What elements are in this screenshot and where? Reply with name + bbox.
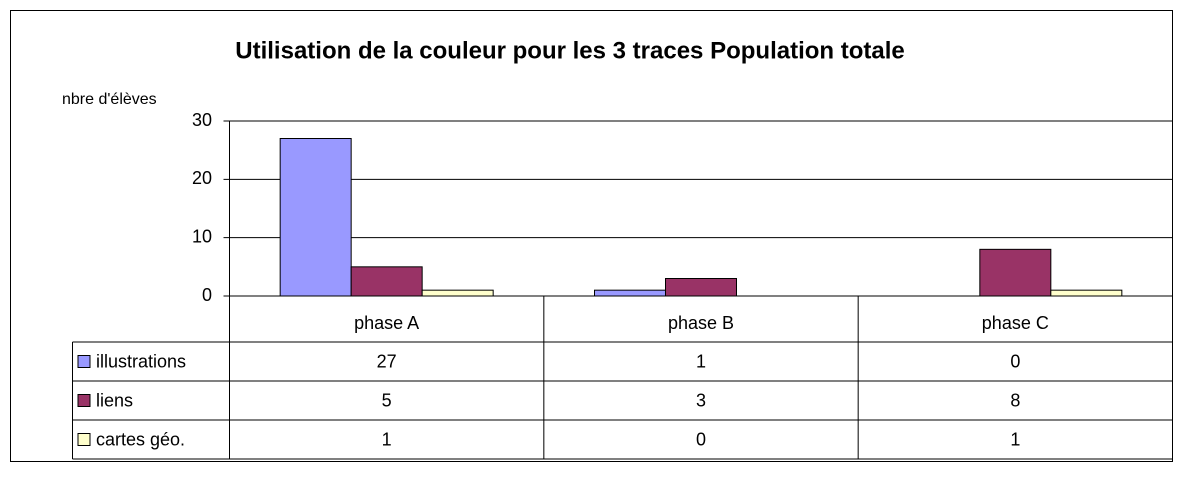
legend-swatch: [77, 433, 91, 446]
legend-swatch: [77, 394, 91, 407]
table-value: 1: [382, 429, 392, 449]
table-value: 5: [382, 390, 392, 410]
y-axis-label: nbre d'élèves: [62, 91, 157, 108]
y-tick-label: 10: [192, 226, 212, 246]
table-value: 0: [1010, 351, 1020, 371]
bar: [279, 138, 352, 297]
legend-label: illustrations: [96, 351, 186, 371]
legend-label: cartes géo.: [96, 429, 185, 449]
x-tick-label: phase B: [668, 313, 734, 333]
table-value: 27: [377, 351, 397, 371]
bar: [665, 278, 737, 297]
legend-swatch: [77, 355, 91, 368]
bar: [1050, 289, 1123, 297]
bar: [979, 248, 1052, 297]
x-tick-label: phase A: [354, 313, 419, 333]
y-tick-label: 20: [192, 168, 212, 188]
chart-title: Utilisation de la couleur pour les 3 tra…: [235, 37, 904, 64]
bar: [594, 289, 666, 297]
table-value: 1: [1010, 429, 1020, 449]
chart-frame: [10, 10, 1173, 462]
y-tick-label: 0: [202, 285, 212, 305]
legend-label: liens: [96, 390, 133, 410]
bar: [421, 289, 494, 297]
table-value: 1: [696, 351, 706, 371]
x-tick-label: phase C: [982, 313, 1049, 333]
table-value: 3: [696, 390, 706, 410]
table-value: 0: [696, 429, 706, 449]
y-tick-label: 30: [192, 110, 212, 130]
table-value: 8: [1010, 390, 1020, 410]
bar: [350, 266, 423, 297]
